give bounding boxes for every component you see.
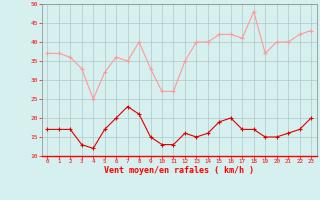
X-axis label: Vent moyen/en rafales ( km/h ): Vent moyen/en rafales ( km/h ): [104, 166, 254, 175]
